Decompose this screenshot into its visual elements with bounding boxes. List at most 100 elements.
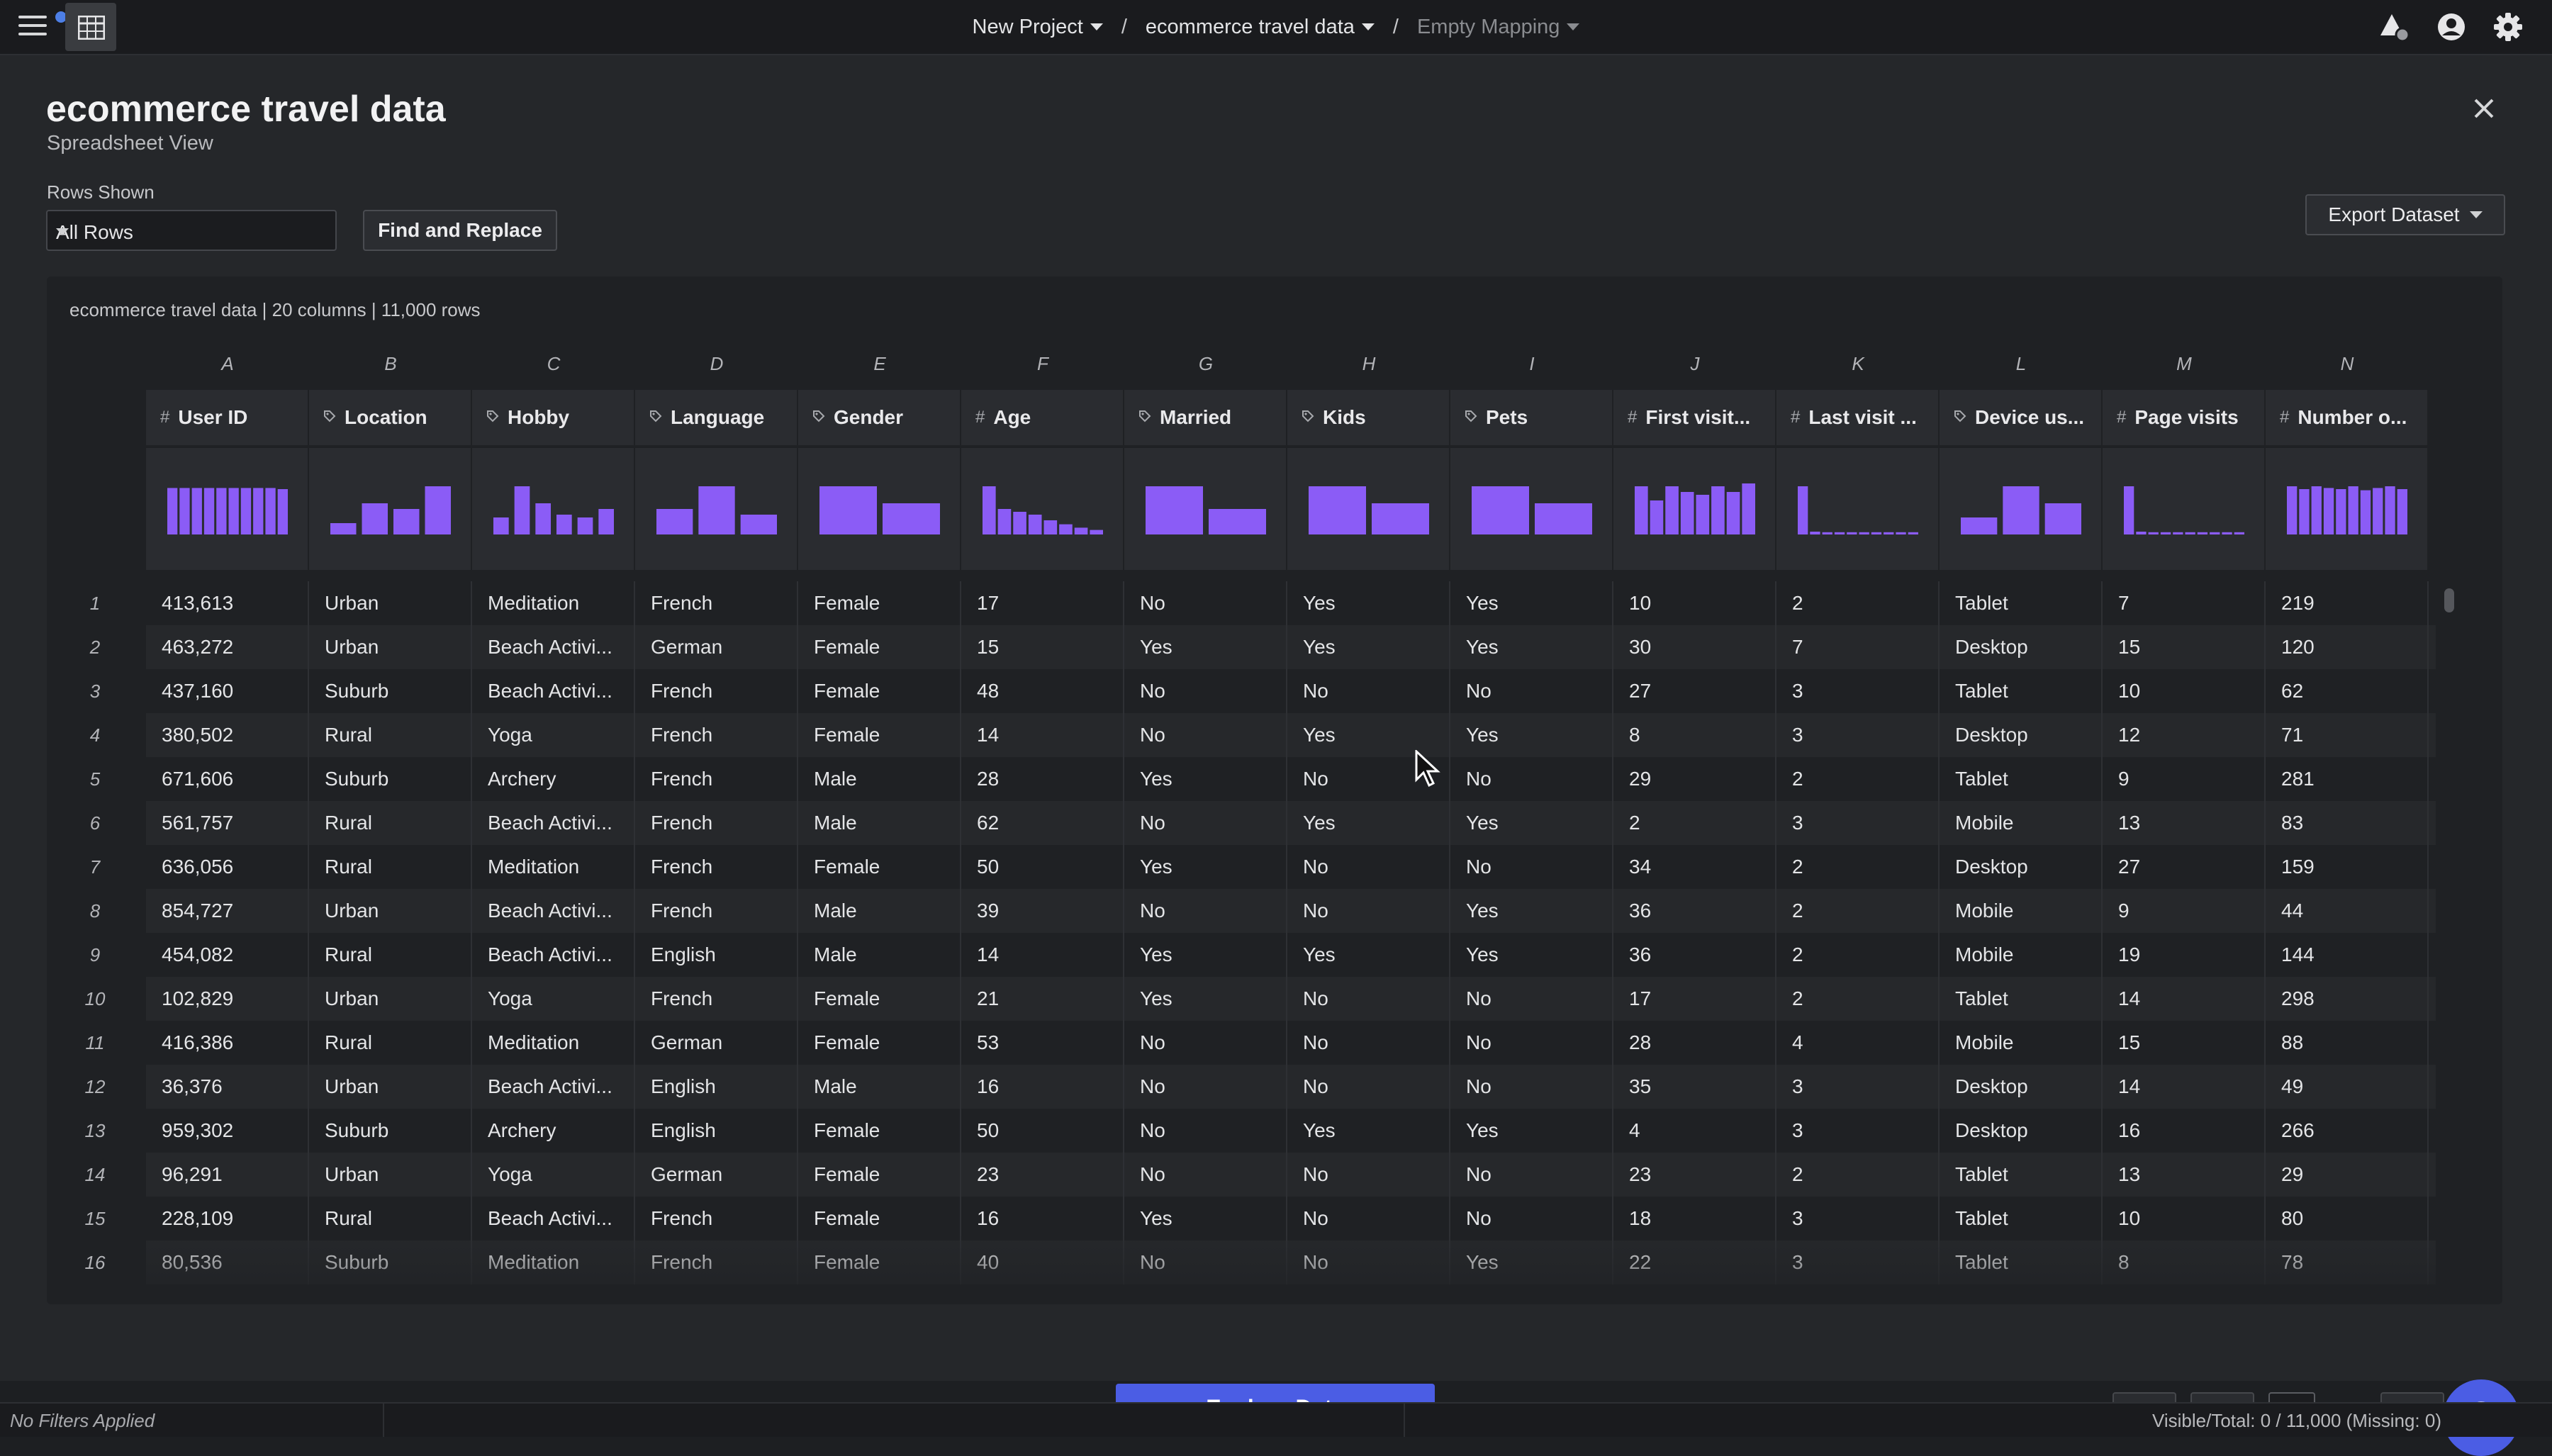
table-cell[interactable]: 16 bbox=[961, 1065, 1124, 1109]
table-cell[interactable]: No bbox=[1124, 1065, 1287, 1109]
column-header[interactable]: # Number o... bbox=[2266, 390, 2429, 445]
table-cell[interactable]: Yes bbox=[1124, 757, 1287, 801]
table-row[interactable]: 561,757 Rural Beach Activi... French Male 62 N… bbox=[146, 801, 2436, 845]
table-row[interactable]: 228,109 Rural Beach Activi... French Female 1… bbox=[146, 1197, 2436, 1241]
table-cell[interactable]: Meditation bbox=[472, 1021, 635, 1065]
table-cell[interactable]: German bbox=[635, 1153, 798, 1197]
table-cell[interactable]: 2 bbox=[1776, 977, 1940, 1021]
table-cell[interactable]: Female bbox=[798, 669, 961, 713]
table-cell[interactable]: French bbox=[635, 669, 798, 713]
table-cell[interactable]: Female bbox=[798, 1109, 961, 1153]
table-cell[interactable]: Meditation bbox=[472, 1241, 635, 1284]
table-cell[interactable]: 636,056 bbox=[146, 845, 309, 889]
table-cell[interactable]: 413,613 bbox=[146, 581, 309, 625]
table-cell[interactable]: Tablet bbox=[1940, 669, 2103, 713]
table-cell[interactable]: Female bbox=[798, 1021, 961, 1065]
table-cell[interactable]: Desktop bbox=[1940, 1109, 2103, 1153]
table-cell[interactable]: No bbox=[1450, 1021, 1613, 1065]
table-cell[interactable]: 17 bbox=[961, 581, 1124, 625]
table-cell[interactable]: Female bbox=[798, 1197, 961, 1241]
table-cell[interactable]: 53 bbox=[961, 1021, 1124, 1065]
table-cell[interactable]: 14 bbox=[961, 713, 1124, 757]
table-cell[interactable]: Yes bbox=[1450, 889, 1613, 933]
table-cell[interactable]: 14 bbox=[2103, 1065, 2266, 1109]
breadcrumb-mapping[interactable]: Empty Mapping bbox=[1417, 16, 1580, 39]
table-cell[interactable]: 4 bbox=[1776, 1021, 1940, 1065]
table-cell[interactable]: 62 bbox=[2266, 669, 2429, 713]
table-cell[interactable]: 416,386 bbox=[146, 1021, 309, 1065]
column-header[interactable]: Pets bbox=[1450, 390, 1613, 445]
gear-icon[interactable] bbox=[2492, 11, 2524, 43]
table-cell[interactable]: Yoga bbox=[472, 713, 635, 757]
table-cell[interactable]: Yes bbox=[1124, 845, 1287, 889]
column-histogram[interactable] bbox=[1776, 448, 1940, 570]
account-icon[interactable] bbox=[2436, 11, 2467, 43]
table-cell[interactable]: Rural bbox=[309, 933, 472, 977]
table-cell[interactable]: No bbox=[1287, 1065, 1450, 1109]
column-histogram[interactable] bbox=[1940, 448, 2103, 570]
table-cell[interactable]: No bbox=[1124, 669, 1287, 713]
table-cell[interactable]: Yes bbox=[1287, 713, 1450, 757]
table-cell[interactable]: No bbox=[1287, 889, 1450, 933]
table-cell[interactable]: 15 bbox=[2103, 625, 2266, 669]
table-cell[interactable]: No bbox=[1124, 1153, 1287, 1197]
table-cell[interactable]: 83 bbox=[2266, 801, 2429, 845]
table-cell[interactable]: 62 bbox=[961, 801, 1124, 845]
table-cell[interactable]: 21 bbox=[961, 977, 1124, 1021]
table-row[interactable]: 36,376 Urban Beach Activi... English Male 16 N… bbox=[146, 1065, 2436, 1109]
table-cell[interactable]: Yes bbox=[1124, 933, 1287, 977]
table-cell[interactable]: Suburb bbox=[309, 1241, 472, 1284]
table-cell[interactable]: 3 bbox=[1776, 801, 1940, 845]
table-cell[interactable]: 437,160 bbox=[146, 669, 309, 713]
table-cell[interactable]: 36 bbox=[1613, 933, 1776, 977]
table-cell[interactable]: 15 bbox=[2103, 1021, 2266, 1065]
table-cell[interactable]: 19 bbox=[2103, 933, 2266, 977]
table-cell[interactable]: Yes bbox=[1124, 625, 1287, 669]
table-cell[interactable]: 9 bbox=[2103, 889, 2266, 933]
table-cell[interactable]: 298 bbox=[2266, 977, 2429, 1021]
table-cell[interactable]: No bbox=[1450, 757, 1613, 801]
column-histogram[interactable] bbox=[2266, 448, 2429, 570]
table-cell[interactable]: Yes bbox=[1287, 1109, 1450, 1153]
table-cell[interactable]: 219 bbox=[2266, 581, 2429, 625]
table-cell[interactable]: 96,291 bbox=[146, 1153, 309, 1197]
table-cell[interactable]: Beach Activi... bbox=[472, 889, 635, 933]
table-cell[interactable]: No bbox=[1450, 1197, 1613, 1241]
table-row[interactable]: 854,727 Urban Beach Activi... French Male 39 N… bbox=[146, 889, 2436, 933]
column-histogram[interactable] bbox=[472, 448, 635, 570]
table-cell[interactable]: Female bbox=[798, 581, 961, 625]
table-cell[interactable]: 23 bbox=[1613, 1153, 1776, 1197]
table-cell[interactable]: French bbox=[635, 845, 798, 889]
table-cell[interactable]: 49 bbox=[2266, 1065, 2429, 1109]
column-header[interactable]: Gender bbox=[798, 390, 961, 445]
table-cell[interactable]: No bbox=[1124, 1241, 1287, 1284]
table-cell[interactable]: Rural bbox=[309, 1197, 472, 1241]
table-cell[interactable]: French bbox=[635, 581, 798, 625]
column-header[interactable]: Married bbox=[1124, 390, 1287, 445]
table-cell[interactable]: No bbox=[1287, 669, 1450, 713]
table-cell[interactable]: 3 bbox=[1776, 1197, 1940, 1241]
table-cell[interactable]: English bbox=[635, 933, 798, 977]
spreadsheet-view-button[interactable] bbox=[65, 3, 116, 51]
column-histogram[interactable] bbox=[1287, 448, 1450, 570]
table-cell[interactable]: 13 bbox=[2103, 1153, 2266, 1197]
table-cell[interactable]: Beach Activi... bbox=[472, 801, 635, 845]
table-cell[interactable]: Yes bbox=[1450, 713, 1613, 757]
table-cell[interactable]: Beach Activi... bbox=[472, 1197, 635, 1241]
table-cell[interactable]: No bbox=[1124, 801, 1287, 845]
table-cell[interactable]: 22 bbox=[1613, 1241, 1776, 1284]
table-cell[interactable]: 29 bbox=[2266, 1153, 2429, 1197]
table-cell[interactable]: Beach Activi... bbox=[472, 625, 635, 669]
table-cell[interactable]: No bbox=[1450, 845, 1613, 889]
table-cell[interactable]: 17 bbox=[1613, 977, 1776, 1021]
table-cell[interactable]: No bbox=[1287, 845, 1450, 889]
table-cell[interactable]: 8 bbox=[2103, 1241, 2266, 1284]
shapes-icon[interactable] bbox=[2379, 11, 2410, 43]
column-header[interactable]: Hobby bbox=[472, 390, 635, 445]
table-cell[interactable]: Tablet bbox=[1940, 757, 2103, 801]
table-cell[interactable]: 27 bbox=[1613, 669, 1776, 713]
table-cell[interactable]: Tablet bbox=[1940, 977, 2103, 1021]
table-cell[interactable]: Mobile bbox=[1940, 801, 2103, 845]
column-histogram[interactable] bbox=[1450, 448, 1613, 570]
table-row[interactable]: 380,502 Rural Yoga French Female 14 No Yes Yes 8 3… bbox=[146, 713, 2436, 757]
